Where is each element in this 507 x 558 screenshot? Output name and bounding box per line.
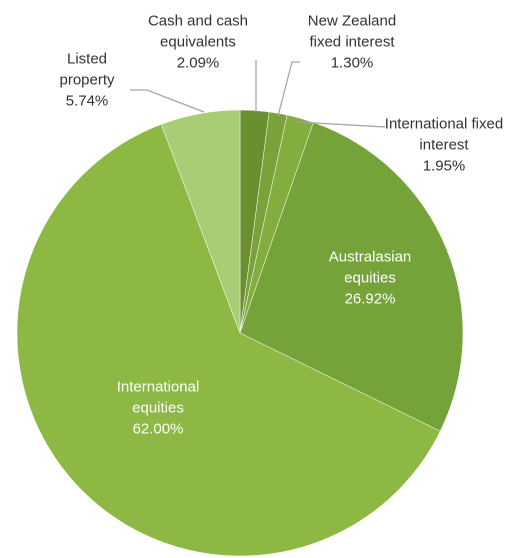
label-name: Listed property — [59, 50, 115, 89]
slice-label: International equities 62.00% — [98, 377, 218, 440]
leader-line — [297, 121, 386, 128]
leader-line — [277, 61, 300, 117]
slice-label: Australasian equities 26.92% — [310, 247, 430, 310]
label-name: New Zealand fixed interest — [307, 12, 397, 51]
label-value: 1.95% — [422, 157, 466, 175]
pie-slice — [239, 122, 464, 432]
label-name: Australasian equities — [328, 248, 412, 287]
label-name: International fixed interest — [384, 115, 504, 154]
label-value: 26.92% — [344, 290, 396, 308]
label-name: International equities — [116, 378, 200, 417]
slice-label: International fixed interest 1.95% — [384, 114, 504, 177]
label-value: 5.74% — [65, 92, 109, 110]
slice-label: Listed property 5.74% — [47, 49, 127, 112]
slice-label: New Zealand fixed interest 1.30% — [297, 11, 407, 74]
label-value: 2.09% — [176, 54, 220, 72]
pie-slice — [16, 124, 441, 557]
leader-line — [130, 89, 205, 113]
label-value: 62.00% — [132, 420, 184, 438]
label-value: 1.30% — [330, 54, 374, 72]
label-name: Cash and cash equivalents — [147, 12, 249, 51]
pie-slice — [160, 109, 241, 334]
slice-label: Cash and cash equivalents 2.09% — [128, 11, 268, 74]
